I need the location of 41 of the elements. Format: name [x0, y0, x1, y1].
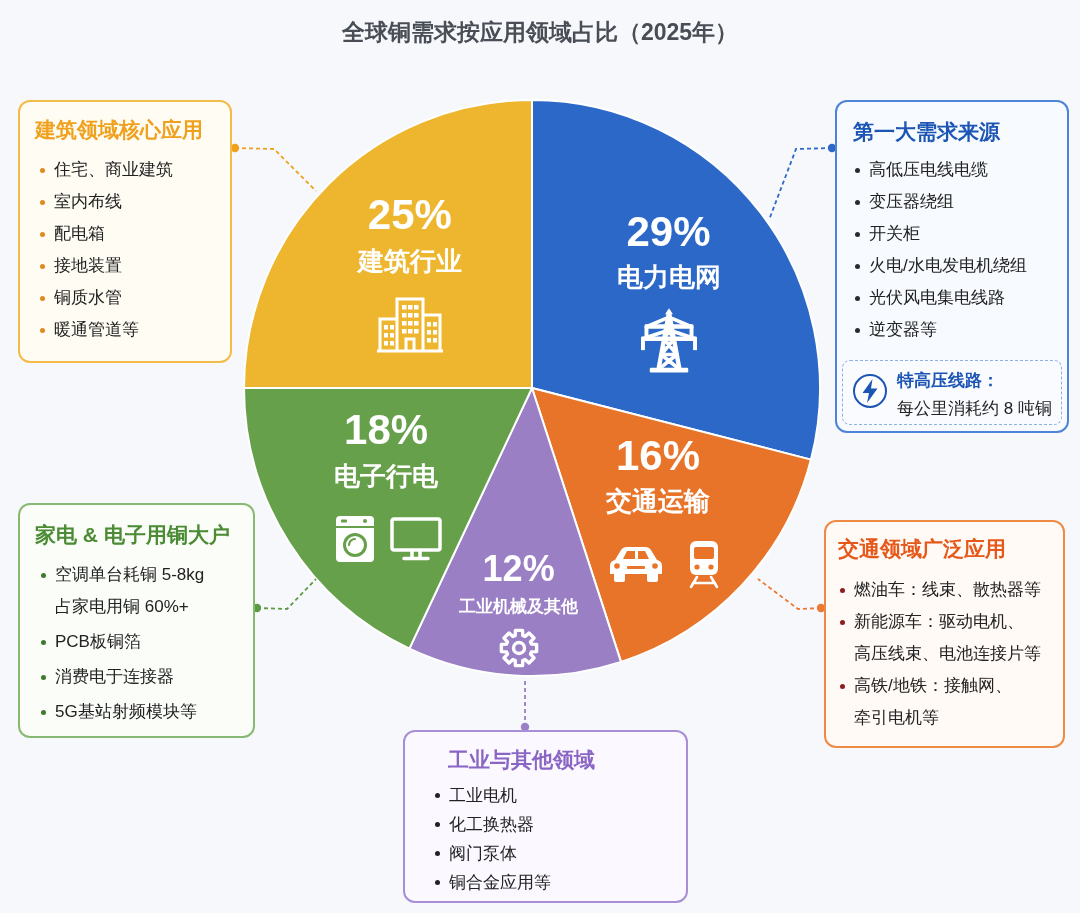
text: 阀门泵体	[449, 844, 517, 863]
text: 消费电于连接器	[55, 667, 174, 686]
data-label: 25%	[367, 191, 452, 239]
text: 配电箱	[54, 224, 105, 243]
text: 高低压电线电缆	[869, 160, 988, 179]
text: 逆变器等	[869, 320, 937, 339]
slice-label: 电力电网	[616, 262, 721, 293]
data-label: 12%	[482, 547, 555, 589]
text: 住宅、商业建筑	[54, 160, 173, 179]
text: 家电 & 电子用铜大户	[35, 522, 230, 548]
text: 暖通管道等	[54, 320, 139, 339]
text: 每公里消耗约 8 吨铜	[897, 398, 1052, 420]
text: 铜质水管	[54, 288, 122, 307]
text: 新能源车：驱动电机、高压线束、电池连接片等	[854, 612, 1041, 663]
text: 开关柜	[869, 224, 920, 243]
text: 建筑领域核心应用	[35, 117, 203, 143]
text: 化工换热器	[449, 815, 534, 834]
text: 交通领域广泛应用	[838, 536, 1006, 562]
text: 光伏风电集电线路	[869, 288, 1005, 307]
text: 火电/水电发电机绕组	[869, 256, 1027, 275]
chart-title: 全球铜需求按应用领域占比（2025年）	[340, 18, 740, 47]
text: 特高压线路：	[897, 370, 999, 392]
text: 5G基站射频模块等	[55, 702, 197, 721]
text: 工业与其他领域	[448, 747, 595, 773]
text: 接地装置	[54, 256, 122, 275]
data-label: 18%	[344, 406, 429, 454]
text: PCB板铜箔	[55, 632, 141, 651]
text: 燃油车：线束、散热器等	[854, 580, 1041, 599]
text: 变压器绕组	[869, 192, 954, 211]
text: 铜合金应用等	[449, 873, 551, 892]
text: 高铁/地铁：接触网、牵引电机等	[854, 676, 1012, 727]
text: 第一大需求来源	[853, 119, 1000, 145]
data-label: 29%	[626, 207, 711, 255]
slice-label: 建筑行业	[355, 245, 462, 276]
slice-label: 工业机械及其他	[458, 597, 580, 617]
slice-label: 交通运输	[604, 486, 711, 517]
slice-label: 电子行电	[334, 460, 440, 491]
text: 室内布线	[54, 192, 122, 211]
data-label: 16%	[615, 431, 700, 479]
text: 工业电机	[449, 786, 517, 805]
text: 空调单台耗铜 5-8kg 占家电用铜 60%+	[55, 565, 205, 616]
